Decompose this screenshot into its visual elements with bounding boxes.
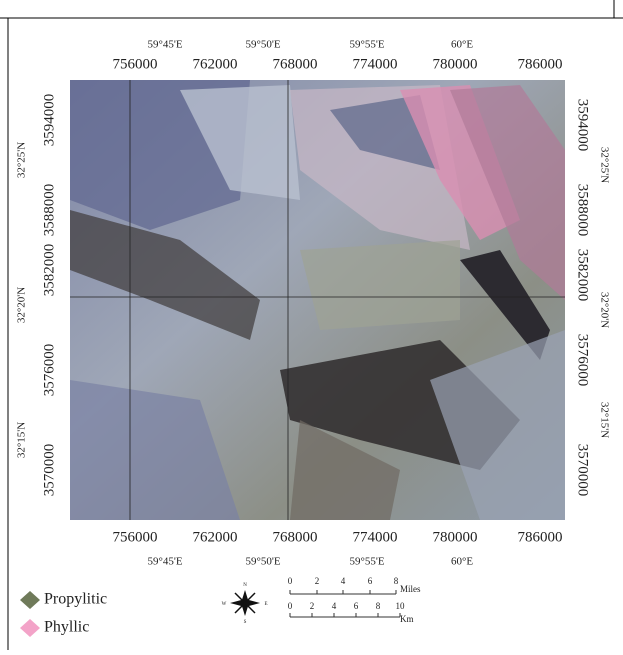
right-utm-label: 3582000 xyxy=(575,249,591,302)
bottom-degree-label: 60°E xyxy=(451,556,473,568)
top-degree-label: 59°55'E xyxy=(349,39,384,51)
satellite-image xyxy=(70,80,565,520)
north-arrow xyxy=(230,590,260,616)
scale-tick-label: 4 xyxy=(341,576,346,586)
scale-bar xyxy=(290,590,400,617)
top-utm-label: 774000 xyxy=(353,56,398,72)
right-degree-label: 32°20'N xyxy=(598,292,610,328)
right-utm-label: 3576000 xyxy=(575,334,591,387)
right-utm-label: 3594000 xyxy=(575,99,591,152)
scale-tick-label: 0 xyxy=(288,576,293,586)
compass-label: N xyxy=(243,583,247,588)
bottom-degree-label: 59°45'E xyxy=(147,556,182,568)
legend-label: Phyllic xyxy=(44,619,89,636)
left-utm-label: 3576000 xyxy=(41,344,57,397)
top-degree-label: 59°45'E xyxy=(147,39,182,51)
scale-tick-label: 6 xyxy=(368,576,373,586)
legend-label: Propylitic xyxy=(44,591,107,608)
bottom-degree-label: 59°50'E xyxy=(245,556,280,568)
left-utm-label: 3588000 xyxy=(41,184,57,237)
scale-tick-label: 8 xyxy=(376,601,381,611)
left-utm-label: 3582000 xyxy=(41,244,57,297)
top-utm-label: 780000 xyxy=(433,56,478,72)
top-degree-label: 59°50'E xyxy=(245,39,280,51)
bottom-utm-label: 756000 xyxy=(113,529,158,545)
bottom-utm-label: 780000 xyxy=(433,529,478,545)
bottom-degree-label: 59°55'E xyxy=(349,556,384,568)
top-degree-label: 60°E xyxy=(451,39,473,51)
compass-label: W xyxy=(222,602,227,607)
left-utm-label: 3570000 xyxy=(41,444,57,497)
legend-swatch xyxy=(20,619,40,637)
right-degree-label: 32°25'N xyxy=(598,147,610,183)
left-degree-label: 32°25'N xyxy=(16,142,28,178)
left-degree-label: 32°20'N xyxy=(16,287,28,323)
scale-unit: Km xyxy=(400,614,414,624)
scale-tick-label: 2 xyxy=(310,601,315,611)
bottom-utm-label: 786000 xyxy=(518,529,563,545)
bottom-utm-label: 762000 xyxy=(193,529,238,545)
right-utm-label: 3570000 xyxy=(575,444,591,497)
scale-tick-label: 10 xyxy=(396,601,406,611)
right-utm-label: 3588000 xyxy=(575,184,591,237)
figure: 59°45'E 59°50'E 59°55'E 60°E 756000 762000 768… xyxy=(0,0,623,650)
scale-tick-label: 0 xyxy=(288,601,293,611)
scale-tick-label: 8 xyxy=(394,576,399,586)
top-utm-label: 786000 xyxy=(518,56,563,72)
scale-unit: Miles xyxy=(400,584,421,594)
compass-label: E xyxy=(264,602,267,607)
top-utm-label: 768000 xyxy=(273,56,318,72)
scale-tick-label: 4 xyxy=(332,601,337,611)
scale-tick-label: 6 xyxy=(354,601,359,611)
top-utm-label: 756000 xyxy=(113,56,158,72)
scale-tick-label: 2 xyxy=(315,576,320,586)
compass-label: S xyxy=(244,620,247,625)
right-degree-label: 32°15'N xyxy=(598,402,610,438)
bottom-utm-label: 768000 xyxy=(273,529,318,545)
top-utm-label: 762000 xyxy=(193,56,238,72)
left-utm-label: 3594000 xyxy=(41,94,57,147)
legend-swatch xyxy=(20,591,40,609)
bottom-utm-label: 774000 xyxy=(353,529,398,545)
left-degree-label: 32°15'N xyxy=(16,422,28,458)
